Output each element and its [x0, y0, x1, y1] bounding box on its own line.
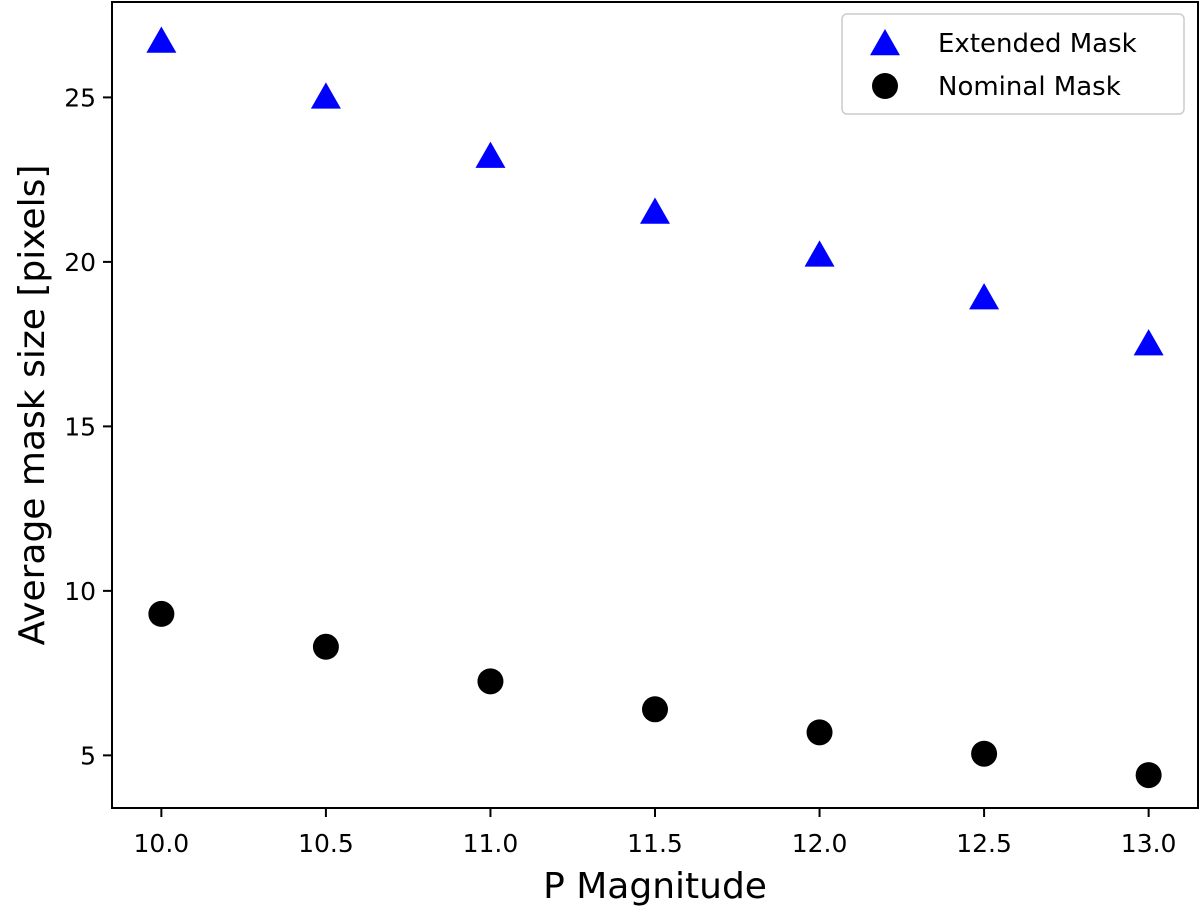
x-tick-label: 11.5	[627, 829, 683, 858]
x-axis-label: P Magnitude	[543, 866, 767, 907]
data-point-nominal-mask	[148, 600, 175, 627]
legend-label-extended-mask: Extended Mask	[938, 29, 1137, 59]
y-tick-label: 25	[64, 83, 96, 112]
data-point-extended-mask	[310, 82, 341, 109]
legend-label-nominal-mask: Nominal Mask	[938, 72, 1121, 102]
data-marks	[146, 26, 1164, 789]
data-point-extended-mask	[640, 197, 670, 224]
data-point-extended-mask	[146, 26, 177, 53]
data-point-nominal-mask	[477, 668, 504, 695]
y-axis-label: Average mask size [pixels]	[12, 165, 53, 646]
legend: Extended Mask Nominal Mask	[841, 13, 1185, 115]
legend-entry-nominal-mask: Nominal Mask	[872, 72, 1121, 102]
data-point-nominal-mask	[642, 696, 668, 723]
y-tick-label: 10	[64, 577, 96, 606]
data-point-nominal-mask	[312, 633, 339, 660]
axis-ticks: 10.0 10.5 11.0 11.5 12.0 12.5 13.0 5 10 15 20 25	[64, 83, 1176, 858]
x-tick-label: 12.0	[792, 829, 848, 858]
data-point-extended-mask	[969, 283, 1000, 310]
data-point-extended-mask	[475, 141, 506, 168]
x-tick-label: 13.0	[1121, 829, 1177, 858]
legend-box	[841, 13, 1185, 115]
data-point-extended-mask	[804, 240, 835, 267]
data-point-nominal-mask	[806, 719, 833, 746]
x-tick-label: 10.0	[134, 829, 190, 858]
legend-entry-extended-mask: Extended Mask	[870, 29, 1137, 59]
plot-frame	[111, 1, 1199, 809]
data-point-extended-mask	[1133, 329, 1164, 356]
y-tick-label: 5	[80, 741, 96, 770]
x-tick-label: 12.5	[956, 829, 1012, 858]
data-point-nominal-mask	[971, 740, 998, 767]
y-tick-label: 20	[64, 248, 96, 277]
x-tick-label: 11.0	[463, 829, 519, 858]
legend-circle-marker	[872, 73, 898, 99]
y-tick-label: 15	[64, 412, 96, 441]
data-point-nominal-mask	[1135, 762, 1162, 789]
legend-triangle-marker	[870, 29, 900, 56]
x-tick-label: 10.5	[298, 829, 354, 858]
